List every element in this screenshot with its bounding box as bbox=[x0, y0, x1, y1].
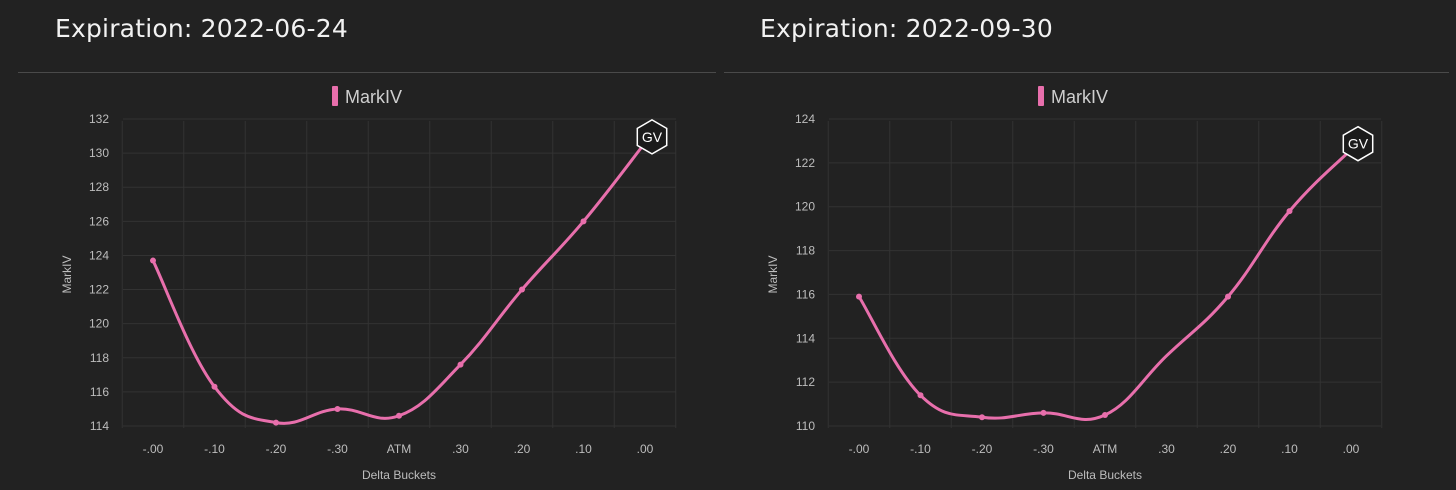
x-tick-label: .30 bbox=[1158, 442, 1175, 456]
x-tick-label: -.10 bbox=[910, 442, 931, 456]
gv-badge-label: GV bbox=[642, 129, 663, 145]
y-tick-label: 118 bbox=[796, 244, 815, 258]
x-tick-label: .00 bbox=[637, 442, 654, 456]
y-tick-label: 118 bbox=[90, 351, 109, 365]
y-tick-label: 116 bbox=[796, 287, 815, 301]
x-tick-label: .10 bbox=[1281, 442, 1298, 456]
gv-badge-icon bbox=[636, 119, 668, 155]
y-axis-title: MarkIV bbox=[766, 255, 780, 293]
y-tick-label: 114 bbox=[90, 419, 109, 433]
legend-swatch bbox=[1038, 86, 1044, 106]
x-tick-label: .00 bbox=[1343, 442, 1360, 456]
divider bbox=[724, 72, 1449, 73]
series-line bbox=[151, 141, 647, 425]
data-point bbox=[334, 405, 341, 412]
x-tick-label: ATM bbox=[1093, 442, 1117, 456]
data-point bbox=[396, 412, 402, 419]
data-point bbox=[856, 293, 862, 300]
chart-body: 110 112 114 116 118 120 122 124 -.00 -.10 -.20 -.30… bbox=[766, 86, 1383, 482]
gv-badge-icon bbox=[1342, 125, 1374, 162]
data-point bbox=[273, 419, 279, 426]
legend-label: MarkIV bbox=[345, 87, 402, 107]
y-tick-label: 132 bbox=[89, 112, 109, 126]
y-tick-label: 122 bbox=[89, 283, 109, 297]
y-tick-label: 130 bbox=[89, 146, 109, 160]
x-tick-label: -.00 bbox=[849, 442, 870, 456]
panel-title: Expiration: 2022-06-24 bbox=[55, 14, 348, 43]
panel-title: Expiration: 2022-09-30 bbox=[760, 14, 1053, 43]
y-tick-label: 124 bbox=[795, 112, 815, 126]
data-point bbox=[211, 383, 218, 390]
y-tick-label: 120 bbox=[89, 317, 109, 331]
x-axis-title: Delta Buckets bbox=[1068, 468, 1142, 482]
y-tick-label: 114 bbox=[796, 331, 815, 345]
x-tick-label: -.20 bbox=[266, 442, 287, 456]
y-tick-label: 110 bbox=[796, 419, 815, 433]
x-tick-label: ATM bbox=[387, 442, 411, 456]
x-tick-label: .20 bbox=[1220, 442, 1237, 456]
x-tick-label: -.30 bbox=[327, 442, 348, 456]
line-chart: 114 116 118 120 122 124 126 128 130 132 -.00 -.10 -.… bbox=[60, 86, 677, 482]
data-point bbox=[1040, 409, 1047, 416]
data-point bbox=[150, 257, 156, 264]
chart-body: 114 116 118 120 122 124 126 128 130 132 -.00 -.10 -.… bbox=[60, 86, 677, 482]
x-tick-label: .20 bbox=[514, 442, 531, 456]
x-tick-label: -.20 bbox=[972, 442, 993, 456]
x-tick-label: -.30 bbox=[1033, 442, 1054, 456]
data-point bbox=[1225, 293, 1231, 300]
y-tick-label: 112 bbox=[796, 375, 815, 389]
data-point bbox=[519, 286, 525, 293]
gv-badge-label: GV bbox=[1348, 136, 1369, 152]
x-tick-label: .10 bbox=[575, 442, 592, 456]
data-point bbox=[1286, 208, 1293, 215]
data-point bbox=[457, 361, 464, 368]
legend-label: MarkIV bbox=[1051, 87, 1108, 107]
line-chart: 110 112 114 116 118 120 122 124 -.00 -.10 -.20 -.30… bbox=[766, 86, 1383, 482]
x-tick-label: -.10 bbox=[204, 442, 225, 456]
data-point bbox=[580, 218, 587, 225]
y-tick-label: 126 bbox=[89, 214, 109, 228]
chart-panel-left: Expiration: 2022-06-24 114 116 118 120 122 12… bbox=[18, 14, 716, 482]
data-point bbox=[1102, 412, 1108, 419]
y-tick-label: 122 bbox=[795, 156, 815, 170]
legend-swatch bbox=[332, 86, 338, 106]
y-axis-title: MarkIV bbox=[60, 255, 74, 293]
y-tick-label: 116 bbox=[90, 385, 109, 399]
y-tick-label: 124 bbox=[89, 248, 109, 262]
y-tick-label: 120 bbox=[795, 200, 815, 214]
data-point bbox=[979, 414, 985, 421]
data-point bbox=[917, 392, 924, 399]
x-axis-title: Delta Buckets bbox=[362, 468, 436, 482]
y-tick-label: 128 bbox=[89, 180, 109, 194]
x-tick-label: -.00 bbox=[143, 442, 164, 456]
chart-panel-right: Expiration: 2022-09-30 110 112 114 116 118 12… bbox=[724, 0, 1456, 490]
x-tick-label: .30 bbox=[452, 442, 469, 456]
divider bbox=[18, 72, 716, 73]
series-line bbox=[857, 148, 1353, 421]
